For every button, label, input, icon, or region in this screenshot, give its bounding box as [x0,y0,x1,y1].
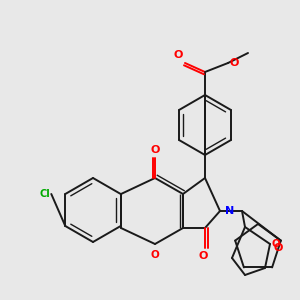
Text: O: O [230,58,239,68]
Text: O: O [150,145,160,155]
Text: O: O [151,250,159,260]
Text: Cl: Cl [40,189,50,199]
Text: O: O [272,239,281,249]
Text: O: O [273,243,282,253]
Text: O: O [174,50,183,60]
Text: O: O [198,251,208,261]
Text: N: N [225,206,234,216]
